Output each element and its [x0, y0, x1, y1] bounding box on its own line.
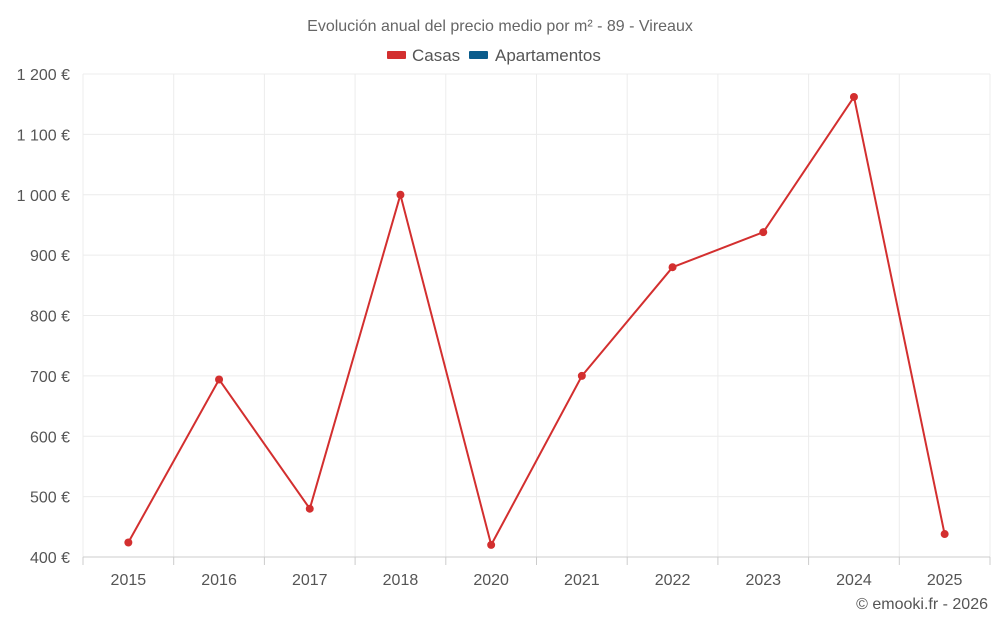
data-point-casas-2023[interactable]	[759, 228, 768, 237]
legend-swatch-casas	[387, 51, 406, 59]
y-axis: 400 € 500 € 600 € 700 € 800 € 900 € 1 000 € 1 1…	[17, 67, 70, 567]
y-tick-label: 1 000 €	[17, 188, 70, 205]
data-point-casas-2018[interactable]	[396, 190, 405, 199]
data-point-casas-2020[interactable]	[487, 540, 496, 549]
x-tick-label: 2016	[201, 572, 237, 589]
data-point-casas-2016[interactable]	[215, 375, 224, 384]
data-point-casas-2024[interactable]	[849, 92, 858, 101]
y-tick-label: 900 €	[30, 248, 70, 265]
legend-item-apartamentos[interactable]: Apartamentos	[469, 46, 601, 65]
series-casas	[124, 92, 949, 549]
x-axis: 2015 2016 2017 2018 2020 2021 2022 2023 2024 2025	[82, 556, 991, 589]
legend-label-casas: Casas	[412, 46, 460, 65]
y-tick-label: 600 €	[30, 429, 70, 446]
y-tick-label: 500 €	[30, 490, 70, 507]
legend: Casas Apartamentos	[387, 46, 601, 65]
x-tick-label: 2018	[383, 572, 419, 589]
x-tick-label: 2017	[292, 572, 328, 589]
x-tick-label: 2022	[655, 572, 691, 589]
x-tick-label: 2025	[927, 572, 963, 589]
grid-lines	[82, 73, 991, 557]
data-point-casas-2021[interactable]	[577, 371, 586, 380]
data-point-casas-2022[interactable]	[668, 263, 677, 272]
y-tick-label: 1 200 €	[17, 67, 70, 84]
credit-text: © emooki.fr - 2026	[856, 596, 988, 613]
x-tick-label: 2023	[745, 572, 781, 589]
x-tick-label: 2024	[836, 572, 872, 589]
legend-item-casas[interactable]: Casas	[387, 46, 460, 65]
x-tick-label: 2021	[564, 572, 600, 589]
y-tick-label: 700 €	[30, 369, 70, 386]
data-point-casas-2017[interactable]	[305, 504, 314, 513]
x-tick-label: 2015	[111, 572, 147, 589]
series-line-casas	[127, 95, 946, 546]
data-point-casas-2025[interactable]	[940, 530, 949, 539]
y-tick-label: 400 €	[30, 550, 70, 567]
x-tick-label: 2020	[473, 572, 509, 589]
y-tick-label: 1 100 €	[17, 127, 70, 144]
legend-label-apartamentos: Apartamentos	[495, 46, 601, 65]
legend-swatch-apartamentos	[469, 51, 488, 59]
chart-title: Evolución anual del precio medio por m² …	[307, 18, 693, 35]
data-point-casas-2015[interactable]	[124, 538, 133, 547]
y-tick-label: 800 €	[30, 309, 70, 326]
